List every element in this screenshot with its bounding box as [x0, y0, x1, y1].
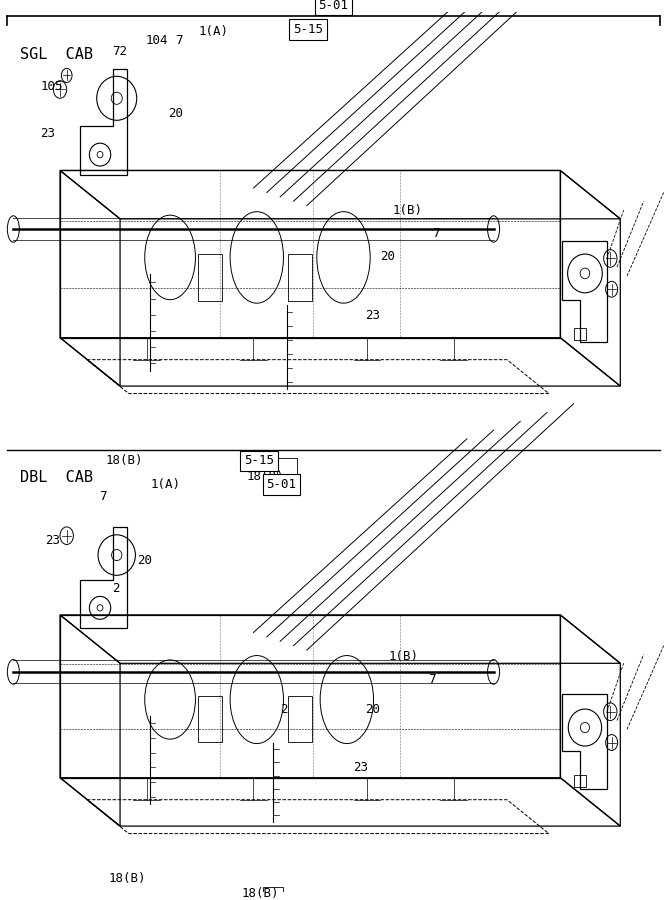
Text: 23: 23	[354, 760, 368, 774]
Text: 23: 23	[366, 310, 380, 322]
Text: 18(B): 18(B)	[247, 470, 284, 483]
Text: 5-01: 5-01	[267, 478, 296, 491]
Text: 7: 7	[175, 33, 182, 47]
Bar	[198, 697, 222, 742]
Text: 18(B): 18(B)	[241, 887, 279, 900]
Text: 18(B): 18(B)	[108, 872, 145, 886]
Text: 5-01: 5-01	[319, 0, 348, 12]
Text: 7: 7	[428, 672, 436, 686]
Bar	[198, 254, 222, 301]
Text: SGL  CAB: SGL CAB	[20, 47, 93, 62]
Text: 20: 20	[168, 107, 183, 120]
Text: 23: 23	[45, 534, 60, 546]
Bar	[574, 775, 586, 788]
Text: 5-15: 5-15	[293, 23, 323, 36]
Text: 1(A): 1(A)	[199, 25, 229, 38]
Text: 23: 23	[40, 127, 55, 140]
Text: 1(B): 1(B)	[388, 650, 418, 662]
Text: 20: 20	[366, 703, 380, 716]
Text: 105: 105	[40, 80, 63, 94]
Bar	[288, 254, 312, 301]
Text: 2: 2	[280, 703, 287, 716]
Text: 5-15: 5-15	[244, 454, 273, 467]
Text: 1(B): 1(B)	[392, 203, 422, 217]
Text: DBL  CAB: DBL CAB	[20, 470, 93, 485]
Text: 20: 20	[380, 250, 395, 263]
Bar	[288, 697, 312, 742]
Text: 7: 7	[432, 228, 440, 240]
Text: 2: 2	[112, 582, 119, 595]
Text: 72: 72	[112, 45, 127, 58]
Bar	[574, 328, 586, 340]
Bar	[263, 886, 283, 900]
Text: 7: 7	[99, 490, 106, 502]
Text: 1(A): 1(A)	[150, 478, 180, 491]
Bar	[277, 458, 297, 474]
Text: 20: 20	[137, 554, 151, 567]
Text: 104: 104	[145, 33, 168, 47]
Text: 18(B): 18(B)	[105, 454, 143, 467]
